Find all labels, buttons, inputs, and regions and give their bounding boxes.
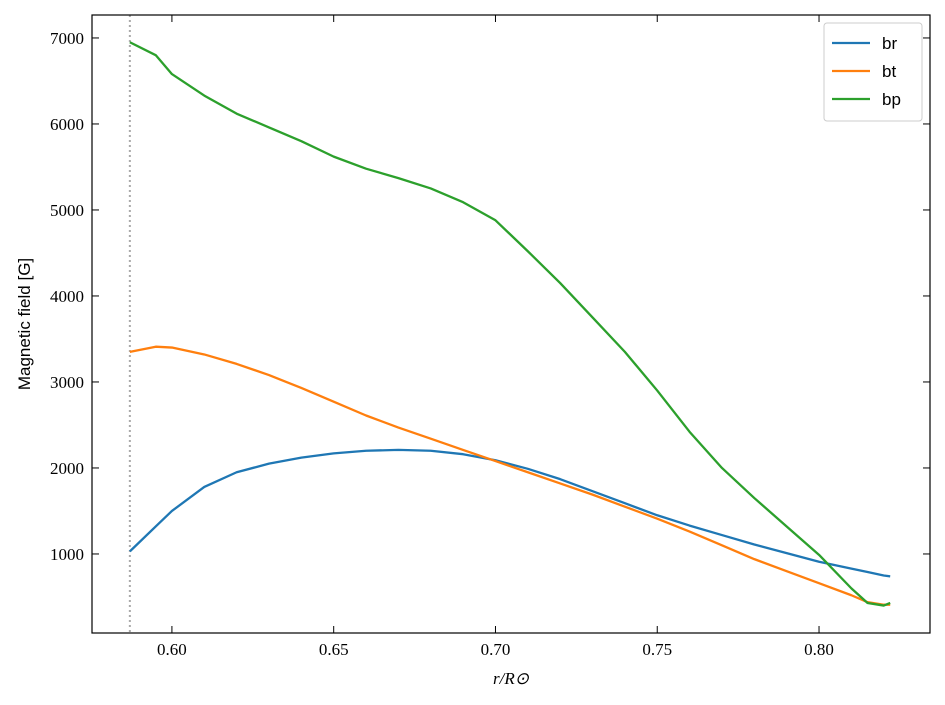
series-line (129, 41, 891, 607)
y-tick-label: 3000 (50, 373, 84, 392)
y-tick-label: 2000 (50, 459, 84, 478)
legend-label: br (882, 34, 897, 53)
x-tick-label: 0.65 (319, 640, 349, 659)
legend-label: bt (882, 62, 896, 81)
series-line (129, 448, 891, 578)
legend: br bt bp (823, 22, 923, 122)
x-tick-label: 0.75 (642, 640, 672, 659)
y-tick-label: 5000 (50, 201, 84, 220)
plot-frame (91, 14, 931, 634)
x-axis-label: r/R⊙ (493, 669, 530, 688)
y-tick-label: 4000 (50, 287, 84, 306)
y-tick-label: 1000 (50, 545, 84, 564)
x-tick-label: 0.80 (804, 640, 834, 659)
legend-box (823, 22, 923, 122)
legend-label: bp (882, 90, 901, 109)
y-axis-label: Magnetic field [G] (15, 258, 34, 390)
x-tick-label: 0.70 (481, 640, 511, 659)
y-tick-label: 7000 (50, 29, 84, 48)
y-tick-label: 6000 (50, 115, 84, 134)
x-tick-label: 0.60 (157, 640, 187, 659)
series-line (129, 345, 891, 606)
